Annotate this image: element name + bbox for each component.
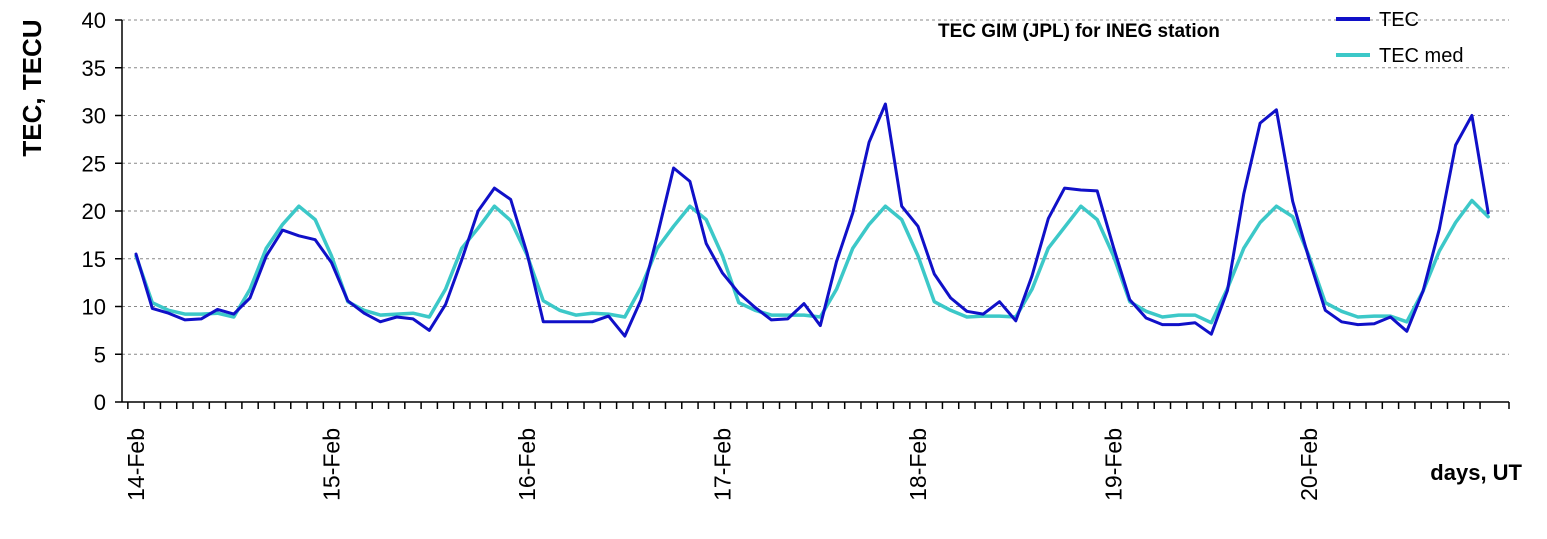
legend-label-tec-med: TEC med <box>1379 45 1463 67</box>
y-tick-label: 30 <box>82 104 106 129</box>
y-tick-label: 20 <box>82 199 106 224</box>
legend-label-tec: TEC <box>1379 9 1419 31</box>
x-tick-label: 18-Feb <box>905 428 931 501</box>
x-tick-label: 20-Feb <box>1296 428 1322 501</box>
x-tick-label: 15-Feb <box>319 428 345 501</box>
legend: TEC TEC med <box>1336 9 1463 67</box>
x-ticks: 14-Feb 15-Feb 16-Feb 17-Feb 18-Feb 19-Feb 20-F… <box>123 402 1510 501</box>
series-line-tec <box>134 102 1490 338</box>
y-ticks: 0 5 10 15 20 25 30 35 40 <box>82 8 122 415</box>
y-tick-label: 15 <box>82 247 106 272</box>
x-tick-label: 14-Feb <box>123 428 149 501</box>
y-tick-label: 0 <box>94 390 106 415</box>
y-tick-label: 40 <box>82 8 106 33</box>
x-tick-label: 19-Feb <box>1101 428 1127 501</box>
y-axis-label: TEC, TECU <box>17 19 47 156</box>
gridlines <box>122 19 1509 355</box>
chart-title: TEC GIM (JPL) for INEG station <box>938 21 1220 42</box>
y-tick-label: 25 <box>82 151 106 176</box>
y-tick-label: 35 <box>82 56 106 81</box>
x-tick-label: 17-Feb <box>710 428 736 501</box>
y-tick-label: 10 <box>82 295 106 320</box>
x-axis-label: days, UT <box>1430 460 1522 485</box>
series-line-tec-med <box>134 198 1490 325</box>
series-lines <box>134 102 1490 338</box>
y-tick-label: 5 <box>94 342 106 367</box>
x-tick-label: 16-Feb <box>514 428 540 501</box>
